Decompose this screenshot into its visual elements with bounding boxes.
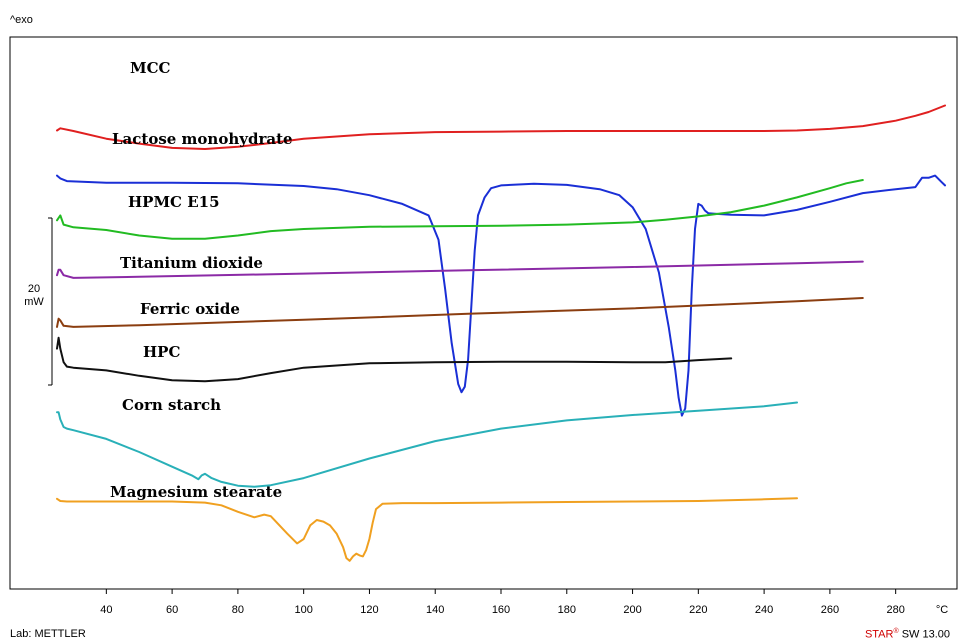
x-tick-label: 100 (294, 604, 312, 616)
series-label-lactose-monohydrate: Lactose monohydrate (112, 130, 293, 148)
series-line-titanium-dioxide (56, 260, 864, 279)
x-tick-label: 80 (232, 604, 244, 616)
scale-bar-value: 20 (28, 283, 40, 295)
series-label-corn-starch: Corn starch (122, 396, 221, 414)
x-tick-label: 220 (689, 604, 707, 616)
x-tick-label: 60 (166, 604, 178, 616)
series-line-magnesium-stearate (56, 497, 798, 562)
x-axis-unit: °C (936, 604, 948, 616)
software-label: STAR® SW 13.00 (865, 628, 950, 641)
x-tick-label: 240 (755, 604, 773, 616)
scale-bar-unit: mW (24, 296, 44, 308)
x-tick-label: 200 (623, 604, 641, 616)
scale-bar: 20 mW (24, 217, 53, 386)
series-line-lactose-monohydrate (56, 174, 946, 417)
x-axis: 40 60 80 100 120 140 160 180 200 220 240 260 280 °C (56, 588, 957, 616)
series-label-hpmc-e15: HPMC E15 (128, 193, 220, 211)
series-labels: MCC Lactose monohydrate HPMC E15 Titanium d… (110, 59, 293, 501)
x-tick-label: 40 (100, 604, 112, 616)
series-line-hpc (56, 336, 733, 383)
series-label-mcc: MCC (130, 59, 171, 77)
series-line-hpmc-e15 (56, 179, 864, 240)
series-line-mcc (56, 104, 946, 150)
series-label-hpc: HPC (143, 343, 180, 361)
x-ticks: 40 60 80 100 120 140 160 180 200 220 240 260 280 (100, 589, 905, 616)
x-tick-label: 180 (558, 604, 576, 616)
lab-label: Lab: METTLER (10, 628, 86, 640)
series-group (56, 104, 946, 562)
x-tick-label: 280 (886, 604, 904, 616)
series-label-titanium-dioxide: Titanium dioxide (120, 254, 263, 272)
software-reg: ® (893, 628, 899, 635)
x-tick-label: 120 (360, 604, 378, 616)
x-tick-label: 140 (426, 604, 444, 616)
series-label-magnesium-stearate: Magnesium stearate (110, 483, 282, 501)
series-line-ferric-oxide (56, 297, 864, 328)
series-label-ferric-oxide: Ferric oxide (140, 300, 240, 318)
x-tick-label: 160 (492, 604, 510, 616)
exo-label: ^exo (10, 14, 33, 26)
software-star: STAR (864, 628, 894, 641)
x-tick-label: 260 (821, 604, 839, 616)
software-version: SW 13.00 (898, 628, 950, 641)
series-line-corn-starch (56, 401, 798, 488)
